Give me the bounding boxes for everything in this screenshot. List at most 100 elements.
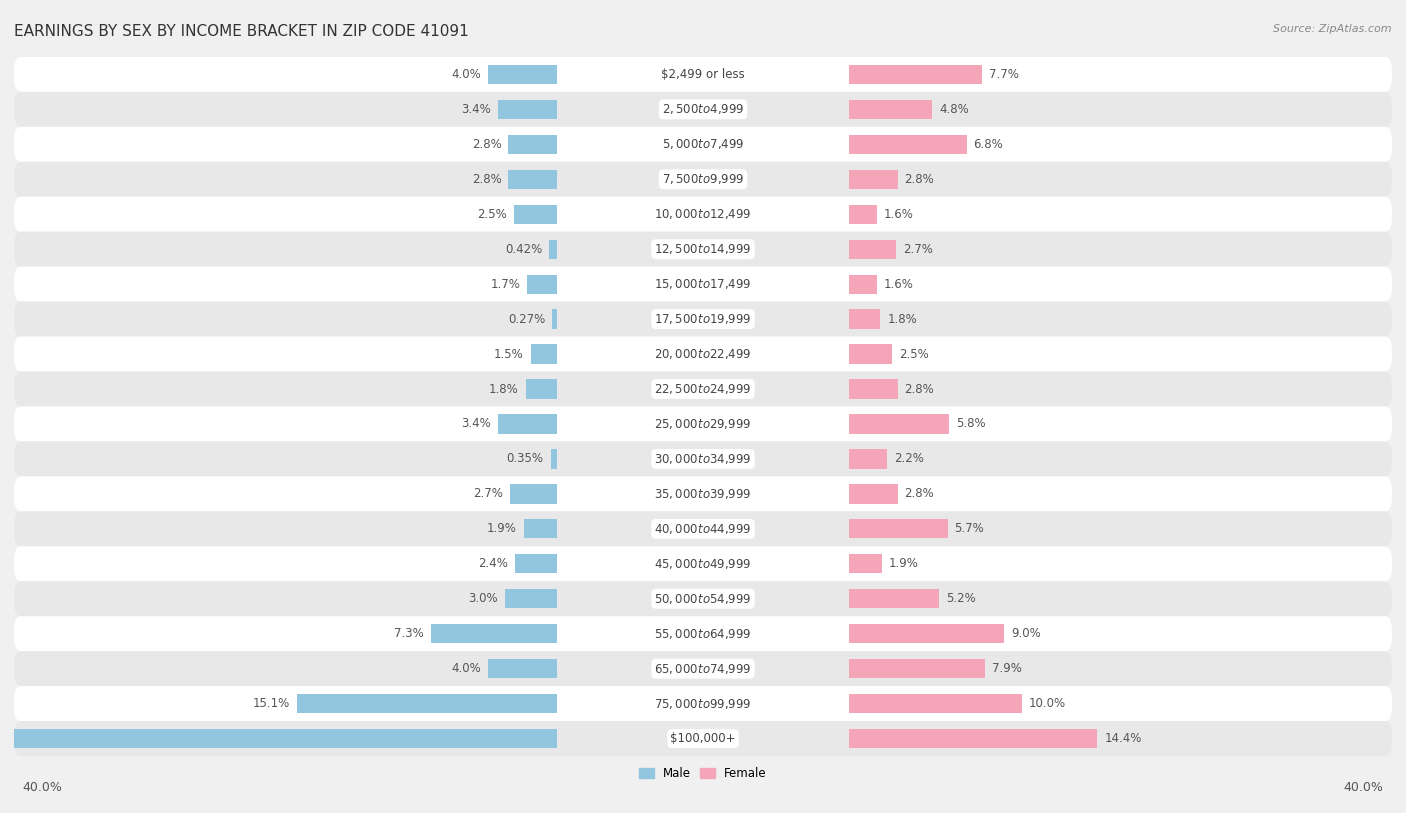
Text: $7,500 to $9,999: $7,500 to $9,999 — [662, 172, 744, 186]
FancyBboxPatch shape — [14, 337, 1392, 372]
Text: $12,500 to $14,999: $12,500 to $14,999 — [654, 242, 752, 256]
Text: 7.3%: 7.3% — [394, 628, 425, 640]
Text: 2.7%: 2.7% — [903, 243, 932, 255]
Bar — [849, 380, 897, 398]
Text: 4.0%: 4.0% — [451, 663, 481, 675]
Text: 2.8%: 2.8% — [472, 173, 502, 185]
Text: 7.7%: 7.7% — [988, 68, 1019, 80]
Text: $75,000 to $99,999: $75,000 to $99,999 — [654, 697, 752, 711]
Text: $2,499 or less: $2,499 or less — [661, 68, 745, 80]
Text: EARNINGS BY SEX BY INCOME BRACKET IN ZIP CODE 41091: EARNINGS BY SEX BY INCOME BRACKET IN ZIP… — [14, 24, 468, 39]
Text: 3.4%: 3.4% — [461, 418, 491, 430]
Text: 3.0%: 3.0% — [468, 593, 498, 605]
FancyBboxPatch shape — [14, 92, 1392, 127]
Text: 1.8%: 1.8% — [887, 313, 917, 325]
Text: $30,000 to $34,999: $30,000 to $34,999 — [654, 452, 752, 466]
Text: 4.0%: 4.0% — [451, 68, 481, 80]
Bar — [524, 520, 557, 538]
Bar — [510, 485, 557, 503]
FancyBboxPatch shape — [14, 372, 1392, 406]
Text: $55,000 to $64,999: $55,000 to $64,999 — [654, 627, 752, 641]
Bar — [531, 345, 557, 363]
Bar — [849, 240, 896, 259]
FancyBboxPatch shape — [14, 127, 1392, 162]
Bar — [849, 589, 939, 608]
Text: 5.7%: 5.7% — [955, 523, 984, 535]
Text: 1.7%: 1.7% — [491, 278, 520, 290]
FancyBboxPatch shape — [14, 476, 1392, 511]
FancyBboxPatch shape — [14, 511, 1392, 546]
FancyBboxPatch shape — [14, 197, 1392, 232]
FancyBboxPatch shape — [14, 232, 1392, 267]
Text: 2.8%: 2.8% — [904, 488, 934, 500]
Bar — [498, 415, 557, 433]
Text: 1.6%: 1.6% — [884, 208, 914, 220]
Bar — [498, 100, 557, 119]
Text: $50,000 to $54,999: $50,000 to $54,999 — [654, 592, 752, 606]
Text: $100,000+: $100,000+ — [671, 733, 735, 745]
Text: 2.8%: 2.8% — [904, 383, 934, 395]
Bar — [849, 450, 887, 468]
Bar — [849, 485, 897, 503]
Text: 7.9%: 7.9% — [993, 663, 1022, 675]
FancyBboxPatch shape — [14, 546, 1392, 581]
Bar — [509, 170, 557, 189]
FancyBboxPatch shape — [14, 267, 1392, 302]
Bar — [849, 310, 880, 328]
Text: 14.4%: 14.4% — [1104, 733, 1142, 745]
Bar — [488, 659, 557, 678]
Text: 5.8%: 5.8% — [956, 418, 986, 430]
Text: $20,000 to $22,499: $20,000 to $22,499 — [654, 347, 752, 361]
Bar — [551, 450, 557, 468]
Bar — [430, 624, 557, 643]
Bar — [849, 520, 948, 538]
FancyBboxPatch shape — [14, 441, 1392, 476]
Text: $17,500 to $19,999: $17,500 to $19,999 — [654, 312, 752, 326]
Bar — [553, 310, 557, 328]
Text: 2.2%: 2.2% — [894, 453, 924, 465]
Bar — [849, 415, 949, 433]
Text: 6.8%: 6.8% — [973, 138, 1002, 150]
Bar — [849, 100, 932, 119]
FancyBboxPatch shape — [14, 57, 1392, 92]
FancyBboxPatch shape — [14, 162, 1392, 197]
Text: $10,000 to $12,499: $10,000 to $12,499 — [654, 207, 752, 221]
Bar — [849, 345, 893, 363]
Text: 15.1%: 15.1% — [253, 698, 290, 710]
Text: 1.9%: 1.9% — [486, 523, 517, 535]
Text: 2.8%: 2.8% — [904, 173, 934, 185]
Bar — [849, 170, 897, 189]
Text: 40.0%: 40.0% — [22, 780, 62, 793]
Text: 5.2%: 5.2% — [946, 593, 976, 605]
Text: 2.5%: 2.5% — [477, 208, 506, 220]
FancyBboxPatch shape — [14, 721, 1392, 756]
Bar — [513, 205, 557, 224]
Text: 0.27%: 0.27% — [508, 313, 546, 325]
Bar — [526, 380, 557, 398]
Text: 2.8%: 2.8% — [472, 138, 502, 150]
Text: 2.4%: 2.4% — [478, 558, 509, 570]
Bar — [550, 240, 557, 259]
FancyBboxPatch shape — [14, 581, 1392, 616]
Text: 1.8%: 1.8% — [489, 383, 519, 395]
Text: 10.0%: 10.0% — [1029, 698, 1066, 710]
Text: $5,000 to $7,499: $5,000 to $7,499 — [662, 137, 744, 151]
Legend: Male, Female: Male, Female — [634, 763, 772, 785]
Text: 9.0%: 9.0% — [1011, 628, 1040, 640]
Text: $65,000 to $74,999: $65,000 to $74,999 — [654, 662, 752, 676]
Bar — [509, 135, 557, 154]
Bar — [849, 554, 882, 573]
Bar — [849, 135, 966, 154]
Text: 0.42%: 0.42% — [505, 243, 543, 255]
Text: 40.0%: 40.0% — [1344, 780, 1384, 793]
Bar — [527, 275, 557, 293]
Text: $22,500 to $24,999: $22,500 to $24,999 — [654, 382, 752, 396]
Bar — [488, 65, 557, 84]
Bar — [849, 205, 877, 224]
Bar — [515, 554, 557, 573]
Text: Source: ZipAtlas.com: Source: ZipAtlas.com — [1274, 24, 1392, 34]
Text: 3.4%: 3.4% — [461, 103, 491, 115]
Text: $15,000 to $17,499: $15,000 to $17,499 — [654, 277, 752, 291]
Text: $45,000 to $49,999: $45,000 to $49,999 — [654, 557, 752, 571]
Text: $40,000 to $44,999: $40,000 to $44,999 — [654, 522, 752, 536]
